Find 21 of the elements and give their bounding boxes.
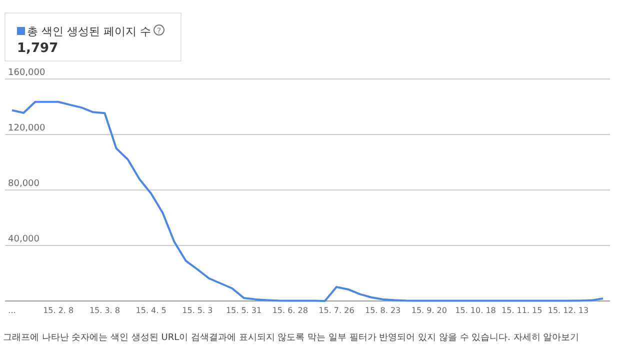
x-tick-label: 15. 7. 26	[318, 306, 354, 315]
x-tick-label: 15. 9. 20	[411, 306, 447, 315]
y-tick-label: 80,000	[8, 179, 40, 189]
y-tick-label: 120,000	[8, 124, 46, 134]
x-tick-label: 15. 10. 18	[455, 306, 496, 315]
x-tick-label: 15. 3. 8	[89, 306, 120, 315]
x-tick-label: ...	[8, 306, 16, 315]
x-tick-label: 15. 8. 23	[365, 306, 401, 315]
x-tick-label: 15. 4. 5	[136, 306, 166, 315]
x-tick-label: 15. 2. 8	[43, 306, 74, 315]
x-tick-label: 15. 5. 3	[182, 306, 213, 315]
text: ?	[156, 26, 162, 36]
x-tick-label: 15. 5. 31	[226, 306, 262, 315]
x-tick-label: 15. 6. 28	[272, 306, 308, 315]
y-tick-label: 160,000	[8, 68, 46, 78]
x-tick-label: 15. 12. 13	[548, 306, 589, 315]
legend-label: 총 색인 생성된 페이지 수	[27, 25, 151, 38]
text: 그래프에 나타난 숫자에는 색인 생성된 URL이 검색결과에 표시되지 않도록 막는 일부 필터가 반영되어 있지 않을 수 있습니다. 자세히 알아보기	[3, 333, 580, 343]
text: 1,797	[17, 41, 58, 56]
y-tick-label: 40,000	[8, 234, 40, 244]
x-tick-label: 15. 11. 15	[502, 306, 542, 315]
